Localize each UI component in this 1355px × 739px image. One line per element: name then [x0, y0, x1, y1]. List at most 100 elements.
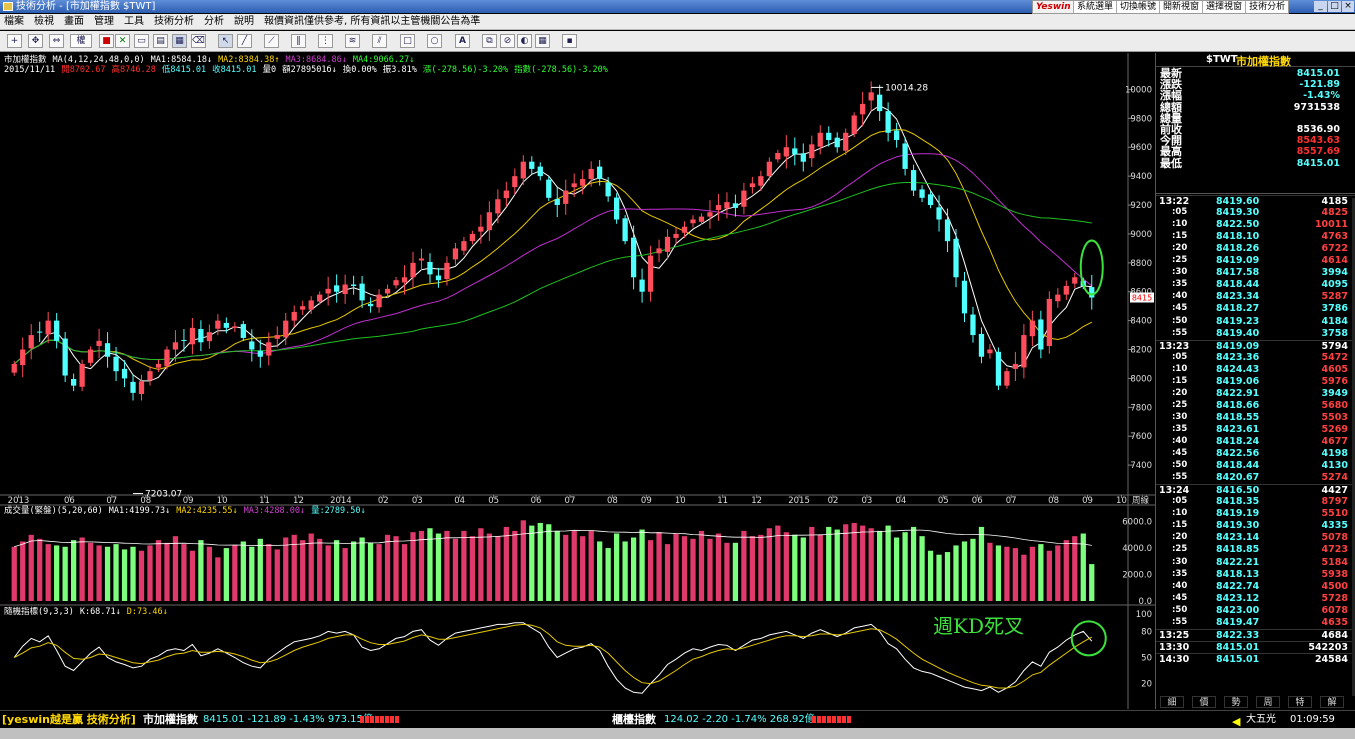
- quote-tab[interactable]: 解: [1320, 696, 1344, 708]
- menu-technical[interactable]: 技術分析: [154, 16, 194, 27]
- tick-row[interactable]: :25 8419.09 4614: [1156, 255, 1355, 267]
- tick-row[interactable]: :45 8422.56 4198: [1156, 448, 1355, 460]
- ellipse-tool-icon[interactable]: ○: [427, 34, 442, 48]
- tick-row[interactable]: :30 8417.58 3994: [1156, 267, 1355, 279]
- new-window-button[interactable]: 開新視窗: [1159, 1, 1203, 13]
- select-window-button[interactable]: 選擇視窗: [1202, 1, 1246, 13]
- quote-tab[interactable]: 勢: [1224, 696, 1248, 708]
- tick-row[interactable]: :50 8418.44 4130: [1156, 460, 1355, 472]
- technical-analysis-button[interactable]: 技術分析: [1245, 1, 1289, 13]
- tick-row[interactable]: :10 8422.50 10011: [1156, 219, 1355, 231]
- copy-icon[interactable]: ⧉: [482, 34, 497, 48]
- channel-tool-icon[interactable]: ⫽: [372, 34, 387, 48]
- tick-row[interactable]: :25 8418.66 5680: [1156, 400, 1355, 412]
- ime-indicator[interactable]: 大五光: [1246, 714, 1276, 725]
- tick-time: :30: [1172, 411, 1188, 422]
- tick-row[interactable]: :15 8419.06 5976: [1156, 376, 1355, 388]
- tick-row[interactable]: :30 8422.21 5184: [1156, 557, 1355, 569]
- tick-volume: 5472: [1321, 351, 1348, 363]
- maximize-button[interactable]: □: [1328, 1, 1341, 12]
- bar-tool-icon[interactable]: ‖: [291, 34, 306, 48]
- erase-icon[interactable]: ⌫: [191, 34, 206, 48]
- minimize-button[interactable]: _: [1314, 1, 1327, 12]
- grid-icon[interactable]: ▦: [535, 34, 550, 48]
- tick-row[interactable]: :40 8422.74 4500: [1156, 581, 1355, 593]
- switch-account-button[interactable]: 切換帳號: [1116, 1, 1160, 13]
- save-icon[interactable]: ▪: [562, 34, 577, 48]
- menu-view[interactable]: 檢視: [34, 16, 54, 27]
- tick-row[interactable]: :15 8419.30 4335: [1156, 520, 1355, 532]
- tick-time: 13:30: [1159, 641, 1190, 653]
- tick-row[interactable]: :55 8419.40 3758: [1156, 328, 1355, 340]
- period-select[interactable]: 權: [70, 34, 92, 48]
- close-button[interactable]: ×: [1342, 1, 1354, 12]
- tick-row[interactable]: :20 8423.14 5078: [1156, 532, 1355, 544]
- tick-row[interactable]: :35 8423.61 5269: [1156, 424, 1355, 436]
- tick-row[interactable]: :30 8418.55 5503: [1156, 412, 1355, 424]
- tick-row[interactable]: :05 8423.36 5472: [1156, 352, 1355, 364]
- tick-row[interactable]: :50 8419.23 4184: [1156, 316, 1355, 328]
- tick-row[interactable]: :55 8419.47 4635: [1156, 617, 1355, 629]
- tick-row[interactable]: :55 8420.67 5274: [1156, 472, 1355, 484]
- chart-red-icon[interactable]: ■: [99, 34, 114, 48]
- tick-row[interactable]: :50 8423.00 6078: [1156, 605, 1355, 617]
- chart-area[interactable]: 市加權指數 MA(4,12,24,48,0,0) MA1:8584.18↓ MA2:8…: [0, 53, 1203, 709]
- tick-row[interactable]: 13:24 8416.50 4427: [1156, 484, 1355, 496]
- tick-row[interactable]: :10 8424.43 4605: [1156, 364, 1355, 376]
- tick-row[interactable]: :20 8418.26 6722: [1156, 243, 1355, 255]
- menu-file[interactable]: 檔案: [4, 16, 24, 27]
- volume-tick-label: 6000.0: [1122, 518, 1152, 528]
- menu-tools[interactable]: 工具: [124, 16, 144, 27]
- tick-row[interactable]: :25 8418.85 4723: [1156, 544, 1355, 556]
- menu-analysis[interactable]: 分析: [204, 16, 224, 27]
- tick-row[interactable]: 13:30 8415.01 542203: [1156, 640, 1355, 653]
- ray-tool-icon[interactable]: ⟋: [264, 34, 279, 48]
- tick-row[interactable]: :05 8418.35 8797: [1156, 496, 1355, 508]
- zoom-icon[interactable]: ⇔: [49, 34, 64, 48]
- color-icon[interactable]: ◐: [517, 34, 532, 48]
- tick-row[interactable]: 13:25 8422.33 4684: [1156, 628, 1355, 641]
- window-icon[interactable]: ▭: [134, 34, 149, 48]
- fib-tool-icon[interactable]: ≋: [345, 34, 360, 48]
- speaker-icon[interactable]: ◀: [1232, 715, 1241, 728]
- tick-row[interactable]: :05 8419.30 4825: [1156, 207, 1355, 219]
- tick-row[interactable]: :20 8422.91 3949: [1156, 388, 1355, 400]
- tick-time: :25: [1172, 255, 1188, 266]
- technical-chart[interactable]: 市加權指數 MA(4,12,24,48,0,0) MA1:8584.18↓ MA2:8…: [0, 53, 1203, 709]
- tick-row[interactable]: :45 8423.12 5728: [1156, 593, 1355, 605]
- candle-body: [325, 288, 331, 294]
- text-tool-icon[interactable]: A: [455, 34, 470, 48]
- system-menu-button[interactable]: 系統選單: [1073, 1, 1117, 13]
- cursor-icon[interactable]: ↖: [218, 34, 233, 48]
- quote-tab[interactable]: 特: [1288, 696, 1312, 708]
- move-icon[interactable]: ✥: [28, 34, 43, 48]
- crosshair-icon[interactable]: +: [7, 34, 22, 48]
- panel-icon[interactable]: ▦: [172, 34, 187, 48]
- bars-tool-icon[interactable]: ⋮: [318, 34, 333, 48]
- tick-row[interactable]: :10 8419.19 5510: [1156, 508, 1355, 520]
- line-tool-icon[interactable]: ╱: [237, 34, 252, 48]
- quote-field-label: 總量: [1160, 111, 1182, 125]
- tick-row[interactable]: 13:22 8419.60 4185: [1156, 195, 1355, 207]
- candle-body: [639, 279, 645, 292]
- tick-row[interactable]: 14:30 8415.01 24584: [1156, 652, 1355, 665]
- tick-row[interactable]: 13:23 8419.09 5794: [1156, 339, 1355, 352]
- chart-green-icon[interactable]: ✕: [115, 34, 130, 48]
- tick-row[interactable]: :35 8418.13 5938: [1156, 569, 1355, 581]
- quote-tab[interactable]: 周: [1256, 696, 1280, 708]
- quote-tab[interactable]: 細: [1160, 696, 1184, 708]
- menu-help[interactable]: 說明: [234, 16, 254, 27]
- tick-row[interactable]: :40 8423.34 5287: [1156, 291, 1355, 303]
- tick-row[interactable]: :35 8418.44 4095: [1156, 279, 1355, 291]
- tick-scrollbar[interactable]: [1352, 198, 1355, 696]
- hide-icon[interactable]: ⊘: [500, 34, 515, 48]
- tick-row[interactable]: :45 8418.27 3786: [1156, 303, 1355, 315]
- quote-tab[interactable]: 價: [1192, 696, 1216, 708]
- menu-screen[interactable]: 畫面: [64, 16, 84, 27]
- kd-info-line: 隨機指標(9,3,3) K:68.71↓ D:73.46↓: [4, 606, 168, 617]
- tick-row[interactable]: :40 8418.24 4677: [1156, 436, 1355, 448]
- rect-tool-icon[interactable]: □: [400, 34, 415, 48]
- menu-manage[interactable]: 管理: [94, 16, 114, 27]
- tick-row[interactable]: :15 8418.10 4763: [1156, 231, 1355, 243]
- layout-icon[interactable]: ▤: [153, 34, 168, 48]
